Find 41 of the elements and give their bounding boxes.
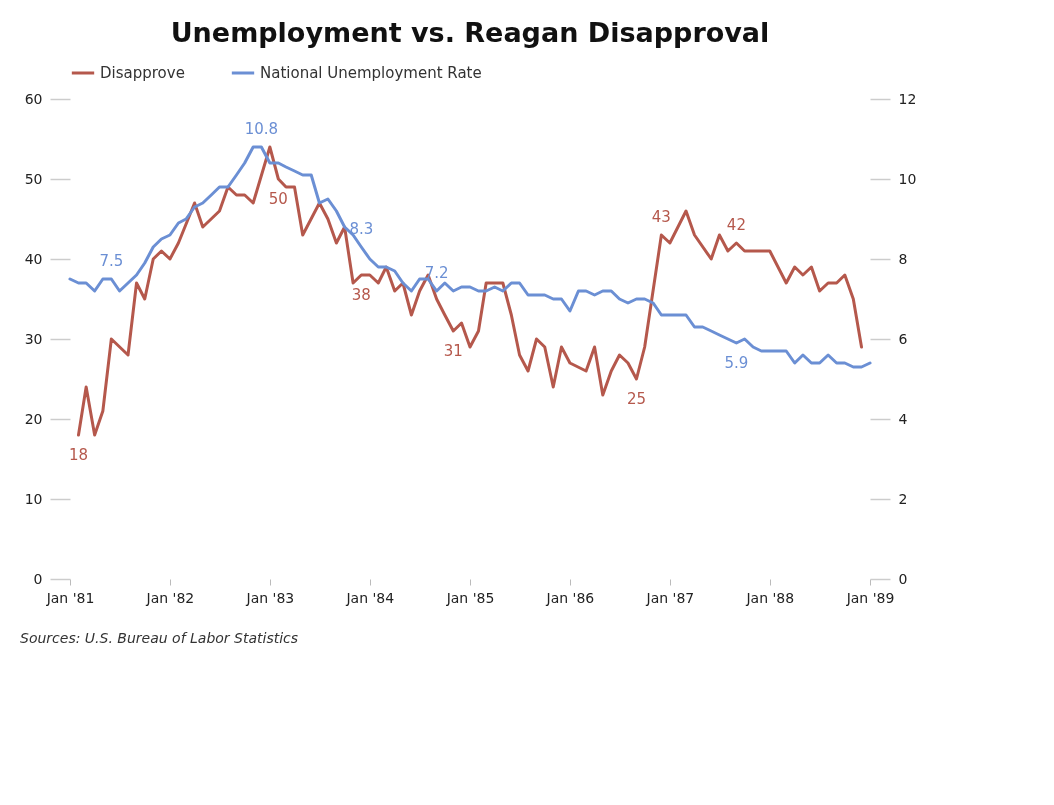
y2-tick-label: 4	[898, 410, 908, 427]
x-tick-label: Jan '83	[245, 589, 295, 606]
source-note: Sources: U.S. Bureau of Labor Statistics	[20, 630, 299, 646]
x-tick-label: Jan '81	[45, 589, 95, 606]
data-label: 8.3	[349, 220, 374, 238]
y2-tick-label: 2	[898, 490, 908, 507]
x-tick-label: Jan '84	[345, 589, 395, 606]
data-label: 7.2	[424, 264, 449, 282]
y2-tick-label: 8	[898, 250, 908, 267]
y2-tick-label: 6	[898, 330, 908, 347]
y2-tick-label: 12	[898, 90, 917, 107]
y2-tick-label: 0	[898, 570, 908, 587]
y-tick-label: 0	[33, 570, 43, 587]
data-label: 25	[626, 390, 647, 408]
data-label: 43	[651, 208, 671, 226]
y-tick-label: 20	[24, 410, 43, 427]
data-label: 18	[68, 446, 89, 464]
data-label: 7.5	[99, 252, 124, 270]
y-tick-label: 10	[24, 490, 43, 507]
line-series	[76, 145, 864, 437]
y-tick-label: 50	[24, 170, 43, 187]
x-tick-label: Jan '85	[445, 589, 495, 606]
x-tick-label: Jan '88	[745, 589, 795, 606]
data-label: 42	[726, 216, 746, 234]
data-label: 50	[268, 190, 288, 208]
legend-label: National Unemployment Rate	[260, 64, 482, 82]
x-tick-label: Jan '82	[145, 589, 195, 606]
data-label: 5.9	[724, 354, 749, 372]
line-series	[68, 145, 872, 369]
x-tick-label: Jan '89	[845, 589, 895, 606]
x-tick-label: Jan '86	[545, 589, 595, 606]
data-label: 31	[443, 342, 463, 360]
data-label: 10.8	[244, 120, 279, 138]
chart-title: Unemployment vs. Reagan Disapproval	[170, 17, 770, 48]
y-tick-label: 30	[24, 330, 43, 347]
y2-tick-label: 10	[898, 170, 917, 187]
data-label: 38	[351, 286, 371, 304]
x-tick-label: Jan '87	[645, 589, 695, 606]
y-tick-label: 60	[24, 90, 43, 107]
legend-label: Disapprove	[100, 64, 185, 82]
y-tick-label: 40	[24, 250, 43, 267]
